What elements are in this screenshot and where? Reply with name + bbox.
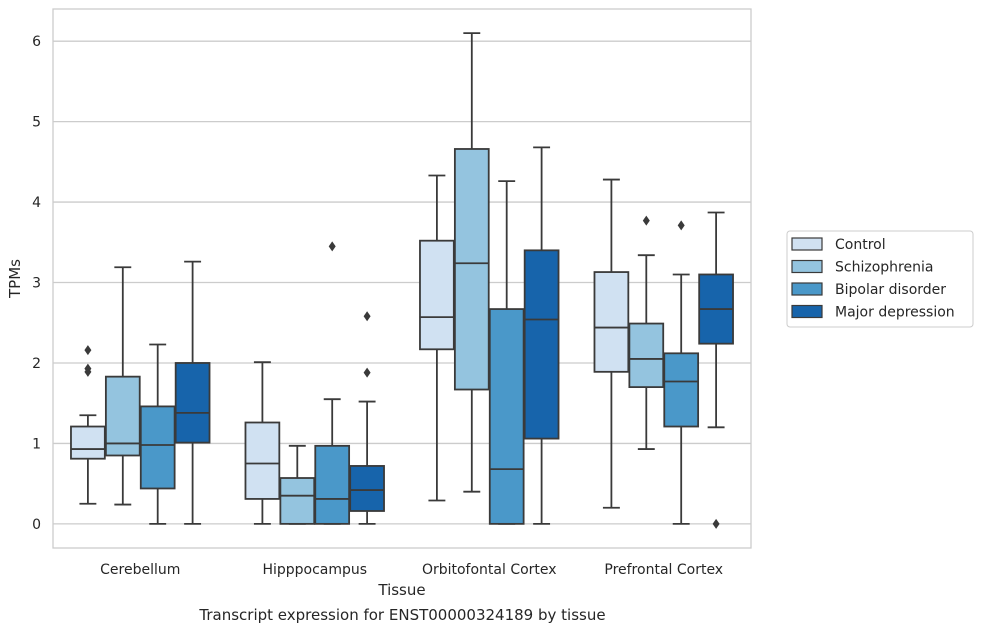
box <box>174 362 211 444</box>
legend-label: Control <box>835 237 886 253</box>
box-group <box>104 266 141 506</box>
box-group <box>174 260 211 525</box>
y-tick-labels: 0 1 2 3 4 5 6 <box>32 34 41 533</box>
box <box>663 352 700 428</box>
outlier-point <box>84 363 92 374</box>
box-group <box>349 311 385 525</box>
legend-frame <box>786 230 974 328</box>
y-tick-label: 4 <box>32 195 41 211</box>
outlier-point <box>328 241 336 252</box>
box-group <box>698 211 734 529</box>
legend-label: Schizophrenia <box>835 260 933 276</box>
box-groups <box>70 32 734 529</box>
outlier-point <box>363 367 371 378</box>
y-tick-label: 5 <box>32 115 41 131</box>
box-group <box>523 146 560 525</box>
box-group <box>139 343 176 525</box>
outlier-point <box>677 220 685 231</box>
x-axis-label: Tissue <box>377 581 425 599</box>
box-group <box>70 345 106 505</box>
box <box>244 421 281 500</box>
box-group <box>593 178 630 509</box>
outlier-point <box>363 311 371 322</box>
legend-label: Bipolar disorder <box>835 282 946 298</box>
legend-swatch <box>791 282 823 296</box>
x-tick-label: Orbitofontal Cortex <box>422 562 557 578</box>
y-axis-label: TPMs <box>6 259 24 299</box>
y-tick-label: 3 <box>32 276 41 292</box>
x-tick-label: Hipppocampus <box>262 562 367 578</box>
box <box>70 425 106 460</box>
box-group <box>488 180 525 525</box>
legend-swatch <box>791 237 823 251</box>
legend-label: Major depression <box>835 305 955 321</box>
box <box>314 444 351 525</box>
legend-swatch <box>791 259 823 274</box>
plot-frame <box>52 8 752 549</box>
box-group <box>279 444 316 525</box>
box-group <box>314 241 351 525</box>
x-tick-labels: Cerebellum Hipppocampus Orbitofontal Corte… <box>100 562 723 578</box>
box <box>488 308 525 525</box>
box <box>349 465 385 512</box>
y-tick-label: 0 <box>32 517 41 533</box>
box <box>419 239 455 351</box>
y-tick-label: 2 <box>32 356 41 372</box>
box <box>279 477 316 525</box>
outlier-point <box>642 215 650 226</box>
box-group <box>419 174 455 502</box>
outlier-point <box>712 518 720 529</box>
box-group <box>663 220 700 525</box>
figure-caption: Transcript expression for ENST0000032418… <box>199 606 606 624</box>
y-tick-label: 6 <box>32 34 41 50</box>
legend: Control Schizophrenia Bipolar disorder Majo… <box>786 230 974 328</box>
x-tick-label: Prefrontal Cortex <box>604 562 723 578</box>
box <box>593 271 630 373</box>
box <box>104 375 141 457</box>
box-group <box>244 361 281 525</box>
y-tick-label: 1 <box>32 436 41 452</box>
outlier-point <box>84 345 92 356</box>
box-group <box>453 32 490 493</box>
box <box>453 148 490 391</box>
x-tick-label: Cerebellum <box>100 562 180 578</box>
box <box>523 249 560 440</box>
box <box>628 322 665 389</box>
box-group <box>628 215 665 450</box>
box <box>139 405 176 490</box>
legend-swatch <box>791 304 823 319</box>
